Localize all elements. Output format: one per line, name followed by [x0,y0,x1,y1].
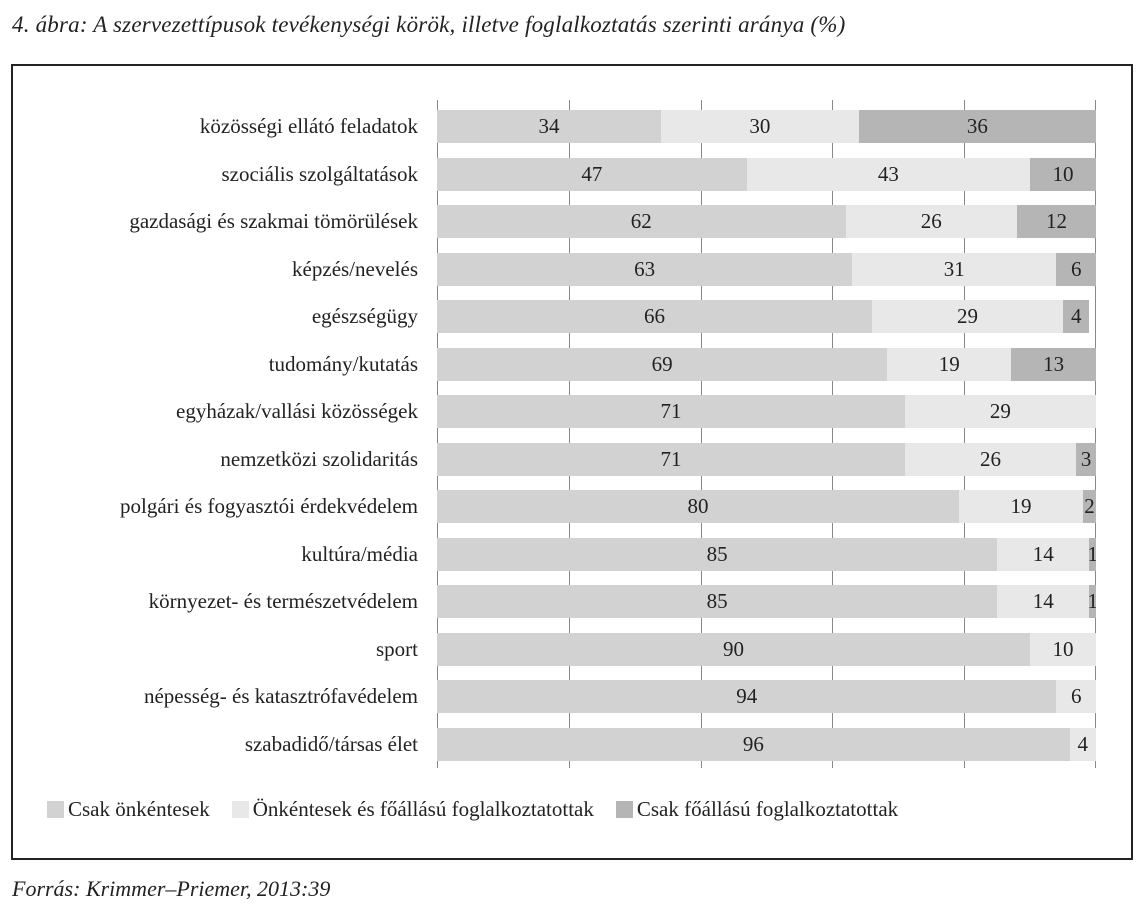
category-label: sport [376,636,418,661]
category-label: közösségi ellátó feladatok [199,114,418,138]
figure-title: 4. ábra: A szervezettípusok tevékenységi… [12,12,846,37]
gridline [1095,100,1096,768]
category-label: egyházak/vallási közösségek [176,399,418,423]
bar-segment: 19 [958,490,1083,523]
gridline [964,100,966,768]
bar-segment: 90 [437,632,1031,666]
bar-segment: 3 [1076,442,1096,476]
category-label: egészségügy [311,304,418,328]
bar-segment: 26 [904,442,1077,476]
bar-segment: 13 [1011,347,1096,381]
bar-segment: 6 [1056,252,1096,286]
category-label: szociális szolgáltatások [221,161,418,186]
chart-frame [11,64,1133,860]
legend-label: Csak főállású foglalkoztatottak [636,797,899,821]
bar-row: 71 29 [437,395,1096,428]
legend-item: Csak főállású foglalkoztatottak [615,797,899,822]
bar-segment: 43 [746,157,1031,191]
category-label: nemzetközi szolidaritás [220,446,418,471]
bar-segment: 1 [1089,585,1096,618]
legend-swatch-icon [231,801,249,818]
category-label: szabadidő/társas élet [244,731,418,756]
gridline [700,100,702,768]
bar-segment: 14 [997,585,1090,618]
bar-row: 63 31 6 [437,252,1096,286]
bar-segment: 34 [437,110,662,143]
legend-item: Önkéntesek és főállású foglalkoztatottak [231,797,594,822]
category-label: tudomány/kutatás [268,351,418,376]
bar-segment: 66 [437,300,872,333]
legend-label: Csak önkéntesek [68,797,210,821]
category-label: képzés/nevelés [292,256,418,281]
bar-segment: 4 [1063,300,1090,333]
bar-row: 34 30 36 [437,110,1096,143]
bar-segment: 71 [437,442,905,476]
bar-segment: 96 [437,727,1070,761]
bar-row: 66 29 4 [437,300,1096,333]
bar-segment: 26 [845,205,1017,238]
bar-segment: 85 [437,585,998,618]
category-label: polgári és fogyasztói érdekvédelem [120,494,418,518]
legend-swatch-icon [615,801,633,818]
bar-row: 85 14 1 [437,537,1096,571]
bar-row: 94 6 [437,680,1096,713]
gridline [568,100,570,768]
bar-segment: 62 [437,205,846,238]
bar-segment: 14 [997,537,1090,571]
bar-segment: 47 [437,157,747,191]
bar-segment: 36 [858,110,1096,143]
bar-row: 47 43 10 [437,157,1096,191]
legend-label: Önkéntesek és főállású foglalkoztatottak [252,797,594,821]
legend-swatch-icon [47,801,64,818]
legend: Csak önkéntesek Önkéntesek és főállású fo… [47,797,898,822]
bar-segment: 63 [437,252,853,286]
bar-segment: 80 [437,490,959,523]
bar-segment: 4 [1069,727,1096,761]
category-label: kultúra/média [301,541,418,566]
bar-row: 71 26 3 [437,442,1096,476]
category-label: környezet- és természetvédelem [148,589,418,613]
bar-segment: 10 [1030,157,1096,191]
bar-segment: 71 [437,395,905,428]
category-label: gazdasági és szakmai tömörülések [129,209,418,233]
bar-segment: 10 [1030,632,1096,666]
bar-segment: 12 [1016,205,1096,238]
gridline [832,100,834,768]
bar-row: 69 19 13 [437,347,1096,381]
bar-segment: 85 [437,537,998,571]
bar-row: 85 14 1 [437,585,1096,618]
bar-row: 96 4 [437,727,1096,761]
bar-segment: 29 [904,395,1096,428]
plot-area: 34 30 36 47 43 10 62 26 12 63 31 6 66 29 4 69 19 13 71 29 71… [437,100,1096,768]
bar-segment: 94 [437,680,1057,713]
bar-row: 62 26 12 [437,205,1096,238]
bar-segment: 6 [1056,680,1096,713]
bar-segment: 29 [871,300,1064,333]
gridline [437,100,438,768]
bar-segment: 31 [852,252,1057,286]
bar-segment: 30 [661,110,859,143]
bar-row: 80 19 2 [437,490,1096,523]
legend-item: Csak önkéntesek [47,797,210,822]
category-label: népesség- és katasztrófavédelem [143,684,418,708]
bar-row: 90 10 [437,632,1096,666]
bar-segment: 19 [887,347,1012,381]
source-note: Forrás: Krimmer–Priemer, 2013:39 [12,876,331,901]
bar-segment: 1 [1089,537,1096,571]
bar-segment: 2 [1082,490,1096,523]
bar-segment: 69 [437,347,888,381]
